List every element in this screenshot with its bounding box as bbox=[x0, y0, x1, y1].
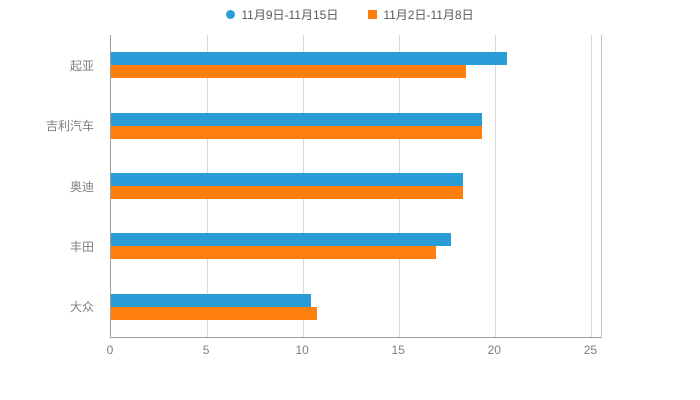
bar-week2 bbox=[111, 52, 507, 66]
legend-dot-icon bbox=[226, 10, 236, 19]
gridline bbox=[495, 35, 497, 337]
bar-week2 bbox=[111, 173, 463, 187]
x-tick-label: 10 bbox=[295, 343, 309, 357]
legend-label-week2: 11月9日-11月15日 bbox=[241, 8, 339, 22]
gridline bbox=[591, 35, 593, 337]
x-axis-ticks: 0 5 10 15 20 25 bbox=[106, 343, 600, 359]
bar-week1 bbox=[111, 246, 436, 260]
x-tick-label: 0 bbox=[106, 343, 114, 357]
plot-area bbox=[110, 35, 602, 338]
y-axis-label: 起亚 bbox=[69, 58, 94, 73]
y-axis-label: 丰田 bbox=[69, 239, 94, 254]
bar-week2 bbox=[111, 233, 452, 247]
bar-week1 bbox=[111, 306, 317, 320]
bar-group bbox=[111, 35, 601, 95]
bar-group bbox=[111, 277, 601, 337]
legend-item-week1[interactable]: 11月2日-11月8日 bbox=[368, 6, 474, 23]
bar-rows bbox=[111, 35, 601, 337]
x-tick-label: 20 bbox=[487, 343, 501, 357]
bar-week2 bbox=[111, 112, 482, 126]
bar-week2 bbox=[111, 293, 311, 307]
bar-group bbox=[111, 216, 601, 276]
legend-square-icon bbox=[368, 10, 378, 19]
bar-week1 bbox=[111, 65, 467, 79]
y-axis-label: 吉利汽车 bbox=[45, 119, 94, 134]
x-tick-label: 5 bbox=[202, 343, 210, 357]
x-tick-label: 25 bbox=[583, 343, 598, 357]
y-axis-labels: 起亚吉利汽车奥迪丰田大众 bbox=[0, 35, 102, 337]
legend-item-week2[interactable]: 11月9日-11月15日 bbox=[226, 6, 338, 23]
y-axis-label: 大众 bbox=[69, 300, 94, 315]
legend-label-week1: 11月2日-11月8日 bbox=[383, 8, 474, 22]
legend: 11月9日-11月15日 11月2日-11月8日 bbox=[0, 6, 700, 23]
bar-group bbox=[111, 95, 601, 155]
bar-week1 bbox=[111, 125, 482, 139]
bar-group bbox=[111, 156, 601, 216]
y-axis-label: 奥迪 bbox=[69, 179, 94, 194]
bar-week1 bbox=[111, 186, 463, 200]
x-tick-label: 15 bbox=[391, 343, 405, 357]
